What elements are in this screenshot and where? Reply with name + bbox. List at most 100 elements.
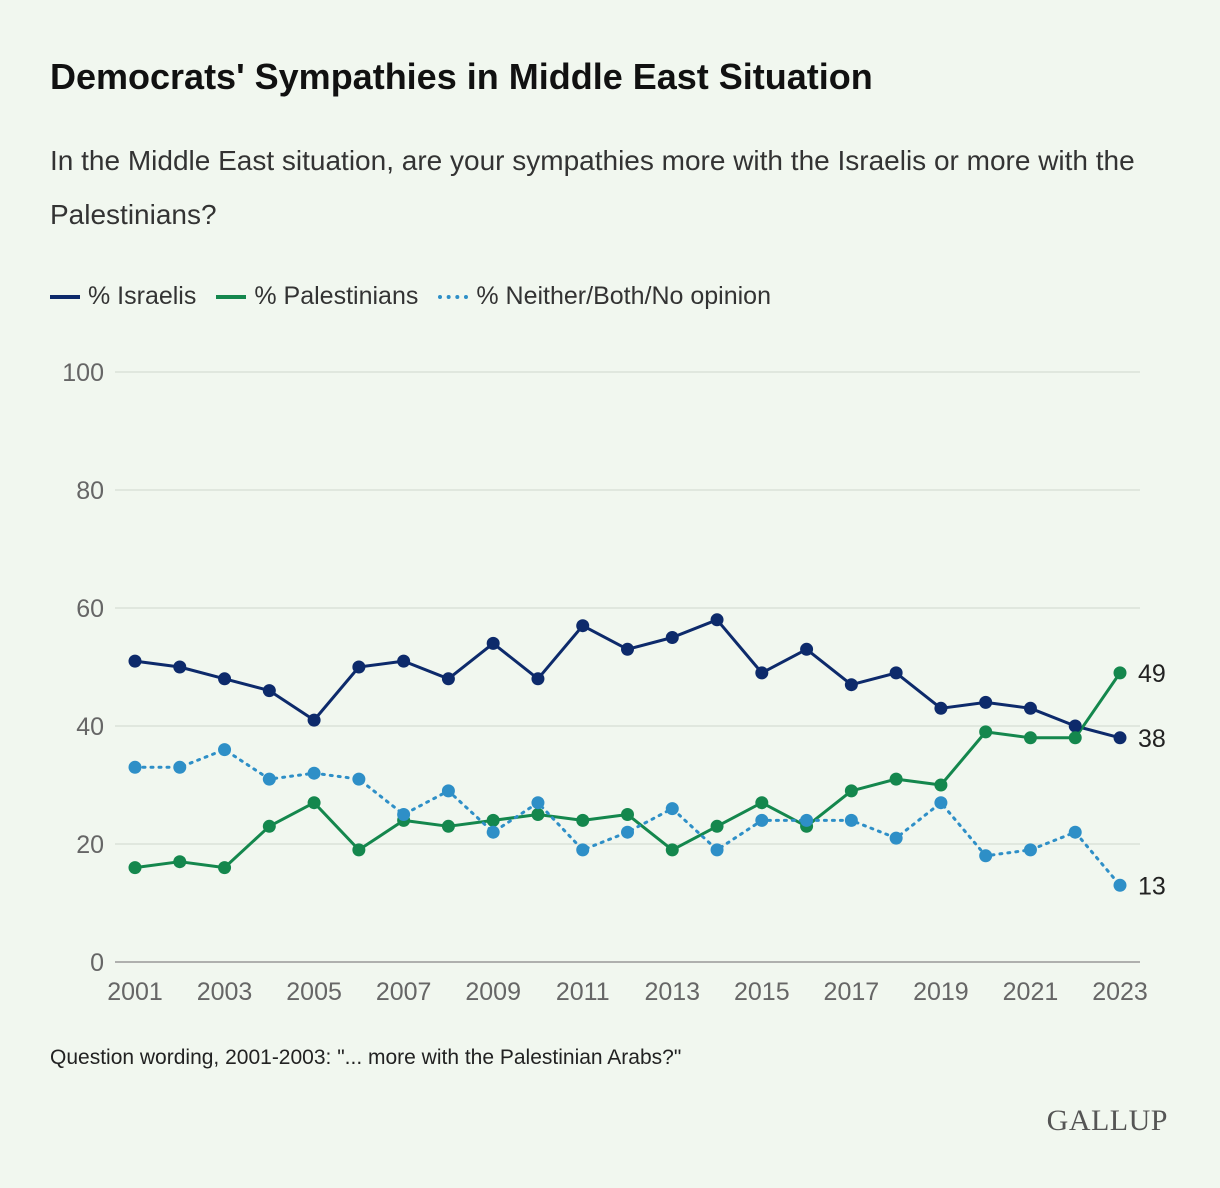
data-point [262, 772, 276, 786]
data-point [665, 631, 679, 644]
chart-title: Democrats' Sympathies in Middle East Sit… [50, 56, 873, 97]
y-tick-label: 100 [62, 359, 104, 387]
end-label: 13 [1138, 872, 1166, 900]
data-point [1068, 731, 1082, 745]
x-tick-label: 2015 [734, 978, 790, 1006]
data-point [800, 642, 814, 656]
legend: % Israelis % Palestinians % Neither/Both… [50, 282, 771, 311]
chart-subtitle: In the Middle East situation, are your s… [50, 145, 1135, 230]
data-point [889, 666, 903, 680]
x-tick-label: 2011 [556, 978, 610, 1006]
x-tick-label: 2019 [913, 978, 969, 1006]
line-chart: 0 20 40 60 80 100 2001 2003 2005 2007 2009 2011 2013… [62, 359, 1166, 1006]
data-point [755, 796, 769, 810]
data-point [844, 813, 858, 827]
data-point [979, 695, 993, 709]
data-point [576, 843, 590, 857]
gallup-logo: GALLUP [1046, 1104, 1168, 1137]
data-point [173, 660, 187, 674]
legend-swatch [216, 294, 247, 299]
footnote: Question wording, 2001-2003: "... more w… [50, 1046, 682, 1069]
data-point [441, 672, 455, 686]
data-point [1023, 731, 1037, 745]
x-tick-label: 2013 [644, 978, 700, 1006]
data-point [352, 772, 366, 786]
data-point [1023, 701, 1037, 715]
series-line [133, 748, 1122, 887]
data-point [307, 796, 321, 810]
data-point [262, 819, 276, 833]
legend-item-israelis: % Israelis [50, 282, 196, 311]
x-tick-label: 2001 [107, 978, 163, 1006]
data-point [531, 672, 545, 686]
data-point [621, 825, 634, 839]
data-point [441, 784, 455, 798]
y-tick-label: 40 [76, 713, 104, 741]
legend-label: % Israelis [88, 282, 197, 310]
data-point [531, 796, 545, 810]
x-tick-label: 2003 [197, 978, 253, 1006]
legend-label: % Palestinians [254, 282, 419, 310]
data-point [755, 813, 769, 827]
x-tick-label: 2009 [465, 978, 521, 1006]
data-point [800, 813, 814, 827]
data-point [1113, 878, 1127, 892]
end-label: 49 [1138, 660, 1166, 688]
data-point [218, 672, 232, 686]
data-point [397, 654, 411, 668]
series-line [134, 618, 1121, 740]
legend-item-neither: % Neither/Both/No opinion [438, 282, 771, 311]
data-point [128, 654, 142, 668]
data-point [934, 796, 948, 810]
data-point [128, 861, 142, 875]
data-point [576, 813, 590, 827]
y-tick-label: 60 [76, 595, 104, 623]
data-point [173, 760, 187, 774]
legend-item-palestinians: % Palestinians [216, 282, 418, 311]
data-point [307, 766, 321, 780]
y-tick-label: 20 [76, 831, 104, 859]
data-point [441, 819, 455, 833]
data-point [397, 808, 411, 821]
data-point [218, 743, 232, 757]
data-point [934, 778, 948, 792]
data-point [665, 843, 679, 857]
data-point [262, 684, 276, 698]
legend-label: % Neither/Both/No opinion [476, 282, 771, 310]
data-point [486, 636, 500, 650]
data-point [710, 843, 724, 857]
data-point [755, 666, 769, 680]
data-point [844, 678, 858, 692]
x-tick-label: 2017 [824, 978, 880, 1006]
data-point [486, 813, 500, 827]
data-point [710, 819, 724, 833]
data-point [352, 843, 366, 857]
data-point [979, 849, 993, 863]
data-point [173, 855, 187, 869]
data-point [486, 825, 500, 839]
y-tick-label: 80 [76, 477, 104, 505]
data-point [844, 784, 858, 798]
data-point [128, 760, 142, 774]
data-point [665, 802, 679, 816]
data-point [979, 725, 993, 739]
data-point [1113, 731, 1127, 745]
data-point [621, 808, 634, 821]
x-tick-label: 2023 [1092, 978, 1148, 1006]
legend-swatch [50, 294, 80, 299]
y-tick-label: 0 [90, 949, 104, 977]
data-point [1068, 719, 1082, 733]
data-point [621, 642, 634, 656]
data-point [218, 861, 232, 875]
x-tick-label: 2005 [286, 978, 342, 1006]
data-point [352, 660, 366, 674]
data-point [889, 831, 903, 845]
data-point [1023, 843, 1037, 857]
data-point [576, 619, 590, 633]
data-point [531, 808, 545, 821]
data-point [934, 701, 948, 715]
data-point [710, 613, 724, 627]
legend-swatch [438, 294, 469, 299]
data-point [889, 772, 903, 786]
